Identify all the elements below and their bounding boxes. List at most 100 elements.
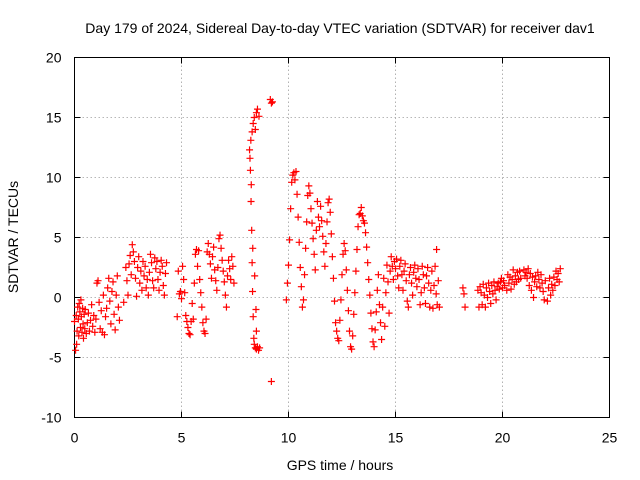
data-point — [249, 313, 257, 321]
data-point — [214, 264, 222, 271]
data-point — [412, 274, 420, 282]
data-point — [128, 241, 136, 249]
data-point — [490, 278, 498, 286]
data-point — [230, 279, 238, 287]
data-point — [185, 330, 193, 337]
data-point — [393, 255, 401, 263]
data-point — [377, 319, 385, 327]
data-point — [283, 279, 291, 287]
data-point — [163, 259, 171, 267]
data-point — [408, 279, 416, 287]
data-point — [367, 309, 375, 317]
data-point — [380, 274, 388, 282]
data-point — [364, 259, 372, 267]
data-point — [531, 278, 539, 286]
data-point — [524, 265, 532, 273]
data-point — [114, 303, 122, 311]
data-point — [85, 327, 93, 335]
data-point — [250, 114, 258, 121]
data-point — [543, 297, 551, 305]
data-point — [366, 291, 374, 299]
data-point — [217, 244, 225, 252]
data-point — [301, 271, 309, 279]
y-axis-title: SDTVAR / TECUs — [5, 181, 21, 293]
data-point — [100, 331, 108, 339]
data-point — [294, 213, 302, 221]
data-point — [399, 286, 407, 294]
data-point — [526, 270, 534, 277]
data-point — [247, 198, 255, 205]
data-point — [249, 120, 257, 127]
data-point — [97, 307, 105, 315]
data-point — [340, 240, 348, 247]
data-point — [378, 336, 386, 343]
data-point — [308, 219, 316, 227]
data-point — [195, 247, 203, 255]
axis-ticks: 0 5 10 15 20 25 -10 -5 0 5 10 15 20 — [41, 50, 617, 446]
data-point — [537, 271, 545, 279]
data-point — [150, 284, 158, 292]
data-point — [314, 213, 322, 221]
data-point — [149, 277, 157, 285]
data-point — [229, 262, 237, 270]
data-point — [312, 226, 320, 234]
data-point — [404, 303, 412, 311]
data-point — [219, 267, 227, 275]
data-point — [142, 284, 150, 292]
data-point — [370, 343, 378, 351]
data-point — [357, 204, 365, 211]
data-point — [536, 284, 544, 292]
data-point — [222, 303, 230, 311]
data-point — [111, 326, 119, 334]
data-point — [345, 327, 353, 335]
data-point — [528, 273, 536, 281]
data-point — [71, 318, 78, 325]
data-point — [189, 315, 197, 323]
data-point — [99, 291, 107, 299]
data-point — [461, 303, 469, 311]
data-point — [95, 298, 103, 306]
data-point — [344, 307, 352, 315]
data-point — [104, 284, 112, 292]
data-point — [75, 332, 83, 340]
data-point — [509, 266, 517, 274]
data-point — [320, 248, 328, 256]
data-point — [523, 274, 531, 282]
data-point — [331, 297, 339, 305]
data-point — [418, 262, 426, 270]
data-point — [120, 298, 128, 306]
data-point — [174, 267, 182, 275]
data-point — [184, 324, 192, 331]
data-point — [248, 226, 256, 234]
data-point — [251, 126, 259, 133]
data-point — [400, 267, 408, 275]
data-point — [198, 303, 206, 311]
data-point — [267, 99, 275, 107]
data-point — [381, 322, 389, 330]
data-point — [556, 265, 564, 273]
data-point — [430, 282, 438, 289]
data-point — [228, 253, 236, 261]
data-point — [201, 330, 209, 337]
data-point — [152, 265, 160, 273]
data-point — [547, 291, 555, 299]
x-tick-label: 25 — [602, 430, 618, 446]
data-point — [190, 279, 198, 287]
data-point — [210, 243, 218, 251]
x-tick-label: 20 — [495, 430, 511, 446]
data-point — [268, 98, 276, 106]
data-point — [428, 267, 436, 275]
data-point — [144, 291, 152, 299]
data-point — [416, 301, 424, 309]
data-point — [396, 262, 404, 270]
data-point — [421, 300, 429, 307]
data-point — [500, 277, 508, 285]
data-point — [492, 296, 500, 304]
data-point — [495, 285, 503, 293]
data-point — [306, 189, 314, 197]
data-point — [96, 325, 104, 333]
data-point — [227, 276, 235, 283]
data-point — [148, 259, 156, 267]
data-point — [310, 250, 318, 258]
data-point — [176, 288, 184, 295]
